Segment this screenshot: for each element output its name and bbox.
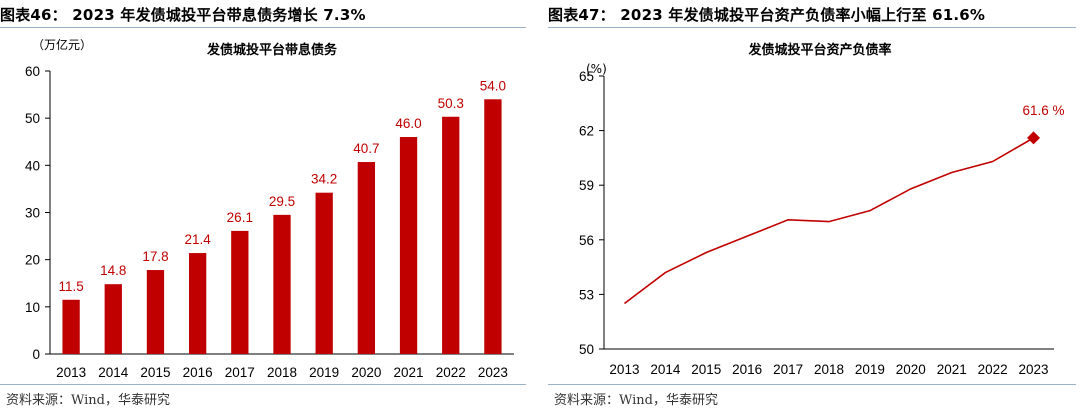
left-y-tick-label: 30 — [25, 206, 40, 221]
left-y-tick-label: 20 — [25, 253, 40, 268]
right-x-tick-label: 2014 — [650, 362, 681, 377]
right-unit-label: (%) — [586, 62, 607, 76]
right-x-tick-label: 2023 — [1019, 362, 1049, 377]
left-x-tick-label: 2022 — [436, 365, 466, 380]
right-x-tick-label: 2022 — [978, 362, 1008, 377]
left-bar-value-label: 40.7 — [353, 141, 379, 156]
left-x-tick-label: 2019 — [309, 365, 339, 380]
left-chart-title: 发债城投平台带息债务 — [206, 42, 338, 58]
left-x-tick-label: 2018 — [267, 365, 297, 380]
right-x-tick-label: 2021 — [937, 362, 967, 377]
right-top-rule — [548, 27, 1076, 28]
left-y-tick-label: 60 — [25, 64, 40, 79]
left-figure-title: 图表46： 2023 年发债城投平台带息债务增长 7.3% — [0, 6, 366, 24]
right-x-tick-label: 2019 — [855, 362, 885, 377]
left-x-tick-label: 2023 — [478, 365, 508, 380]
right-series-line — [623, 137, 1034, 305]
right-x-tick-label: 2013 — [609, 362, 639, 377]
left-bar-value-label: 21.4 — [184, 232, 211, 247]
left-bar-value-label: 11.5 — [58, 279, 83, 294]
right-line-chart: (%) 发债城投平台资产负债率 50 53 56 59 62 65 2013 2014 2015… — [579, 42, 1065, 377]
left-y-tick-label: 40 — [25, 158, 40, 173]
left-x-tick-label: 2017 — [225, 365, 255, 380]
right-figure-title: 图表47： 2023 年发债城投平台资产负债率小幅上行至 61.6% — [548, 6, 986, 24]
left-bar-value-label: 34.2 — [311, 172, 337, 187]
right-x-tick-label: 2015 — [691, 362, 721, 377]
left-x-tick-label: 2021 — [394, 365, 424, 380]
left-unit-label: （万亿元） — [32, 37, 92, 52]
left-bottom-rule — [0, 384, 526, 385]
left-bar — [442, 116, 460, 354]
right-y-tick-label: 62 — [579, 124, 594, 139]
left-figure: 图表46： 2023 年发债城投平台带息债务增长 7.3% （万亿元） 发债城投… — [0, 0, 530, 413]
left-bar — [273, 214, 291, 354]
left-source-note: 资料来源：Wind，华泰研究 — [6, 393, 170, 408]
left-x-tick-label: 2015 — [140, 365, 170, 380]
left-top-rule — [0, 27, 526, 28]
left-bar-value-label: 29.5 — [269, 194, 295, 209]
right-annotation-label: 61.6 % — [1023, 103, 1065, 118]
left-bar-value-label: 54.0 — [480, 78, 506, 93]
left-x-tick-label: 2016 — [183, 365, 213, 380]
right-figure: 图表47： 2023 年发债城投平台资产负债率小幅上行至 61.6% (%) 发… — [548, 0, 1080, 413]
right-x-tick-label: 2018 — [814, 362, 844, 377]
right-y-tick-label: 56 — [579, 233, 594, 248]
right-source-note: 资料来源：Wind，华泰研究 — [554, 393, 718, 408]
left-y-tick-label: 0 — [32, 347, 40, 362]
left-x-tick-label: 2013 — [56, 365, 86, 380]
left-bar-chart: （万亿元） 发债城投平台带息债务 0 10 20 30 40 50 60 11.5 2013 14… — [25, 37, 514, 380]
left-bar-value-label: 17.8 — [142, 249, 168, 264]
right-chart-title: 发债城投平台资产负债率 — [747, 42, 891, 58]
right-x-tick-label: 2017 — [773, 362, 803, 377]
left-bar-value-label: 50.3 — [438, 96, 464, 111]
right-bottom-rule — [548, 384, 1076, 385]
right-last-point-marker — [1027, 131, 1041, 145]
left-y-tick-label: 10 — [25, 300, 40, 315]
left-x-tick-label: 2020 — [351, 365, 381, 380]
left-y-tick-label: 50 — [25, 111, 40, 126]
left-bar — [315, 192, 333, 354]
left-x-tick-label: 2014 — [98, 365, 129, 380]
left-bar — [357, 162, 376, 354]
left-bar — [231, 230, 249, 354]
left-bar — [399, 137, 418, 354]
left-bar — [104, 284, 122, 354]
left-bar — [146, 270, 165, 354]
left-bar — [188, 253, 207, 354]
left-bar-value-label: 26.1 — [227, 210, 253, 225]
left-bar-value-label: 46.0 — [395, 116, 421, 131]
right-y-tick-label: 59 — [579, 178, 594, 193]
right-y-tick-label: 65 — [579, 69, 594, 84]
right-x-tick-label: 2020 — [896, 362, 926, 377]
right-y-tick-label: 53 — [579, 287, 594, 302]
left-bar — [62, 299, 80, 354]
left-bar-value-label: 14.8 — [100, 263, 126, 278]
right-y-tick-label: 50 — [579, 342, 594, 357]
right-x-tick-label: 2016 — [732, 362, 762, 377]
left-bar — [484, 99, 502, 354]
